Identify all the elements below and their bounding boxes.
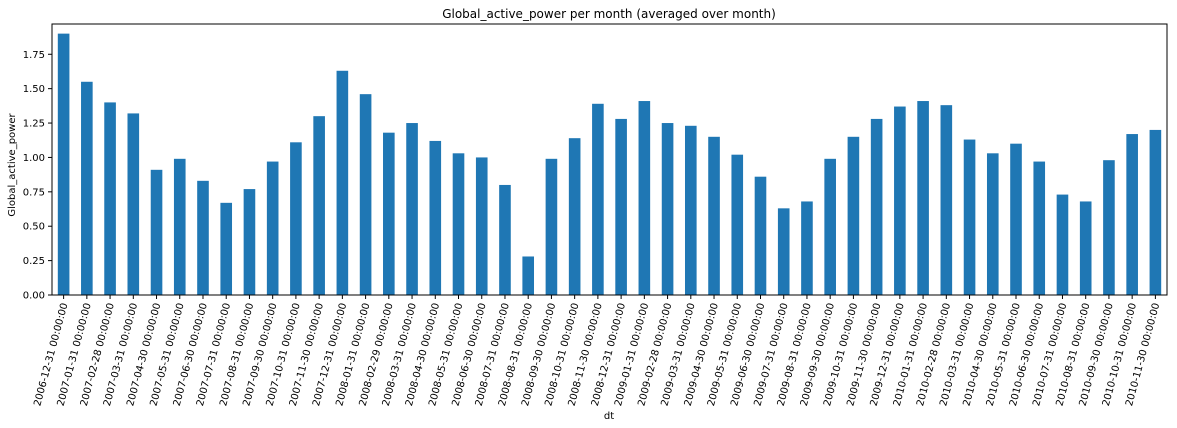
bar-44 — [1079, 201, 1092, 295]
bar-8 — [243, 189, 256, 295]
bar-5 — [173, 158, 186, 295]
bar-4 — [150, 169, 163, 295]
bar-38 — [940, 105, 953, 295]
bar-34 — [847, 136, 860, 295]
chart-title: Global_active_power per month (averaged … — [442, 7, 776, 21]
bar-14 — [383, 132, 395, 295]
bar-35 — [870, 118, 883, 295]
bar-40 — [986, 153, 999, 295]
y-tick-label-2: 0.50 — [23, 222, 45, 233]
bar-18 — [475, 157, 488, 295]
bar-21 — [545, 158, 558, 295]
bar-45 — [1103, 160, 1115, 295]
y-tick-label-1: 0.25 — [23, 256, 45, 267]
bar-11 — [313, 116, 325, 295]
bar-39 — [963, 139, 976, 295]
bar-9 — [266, 161, 279, 295]
bar-31 — [777, 208, 790, 295]
bar-25 — [638, 101, 651, 296]
bar-2 — [104, 102, 116, 296]
bar-46 — [1126, 134, 1138, 295]
bar-47 — [1149, 129, 1162, 295]
bar-24 — [615, 118, 627, 295]
y-tick-label-6: 1.50 — [23, 84, 45, 95]
bar-13 — [359, 94, 372, 295]
y-tick-label-0: 0.00 — [23, 291, 45, 302]
y-tick-label-4: 1.00 — [23, 153, 45, 164]
bar-15 — [406, 123, 418, 295]
bar-41 — [1010, 143, 1022, 295]
bar-17 — [452, 153, 465, 295]
bars-group — [57, 33, 1162, 296]
bar-10 — [290, 142, 302, 295]
bar-29 — [731, 154, 744, 295]
bar-19 — [499, 184, 511, 295]
y-axis: 0.00 0.25 0.50 0.75 1.00 1.25 1.50 1.75 — [23, 50, 52, 302]
bar-0 — [57, 33, 70, 295]
bar-27 — [684, 125, 697, 295]
bar-43 — [1056, 194, 1069, 295]
bar-6 — [197, 180, 209, 295]
bar-16 — [429, 140, 442, 295]
bar-3 — [127, 113, 140, 295]
bar-30 — [754, 176, 767, 295]
bar-37 — [917, 101, 929, 296]
bar-20 — [522, 256, 535, 295]
y-tick-label-3: 0.75 — [23, 187, 45, 198]
y-tick-label-7: 1.75 — [23, 50, 45, 61]
bar-22 — [568, 138, 581, 295]
x-axis-label: dt — [604, 411, 614, 422]
y-tick-label-5: 1.25 — [23, 119, 45, 130]
plot-frame — [51, 23, 1168, 296]
y-axis-label: Global_active_power — [7, 113, 18, 217]
bar-33 — [824, 158, 836, 295]
bar-36 — [894, 106, 906, 295]
bar-32 — [801, 201, 813, 295]
bar-12 — [336, 70, 349, 295]
bar-42 — [1033, 161, 1046, 295]
bar-1 — [81, 81, 93, 296]
bar-7 — [220, 202, 233, 295]
bar-28 — [708, 136, 720, 295]
bar-26 — [661, 123, 674, 295]
bar-23 — [592, 103, 604, 295]
